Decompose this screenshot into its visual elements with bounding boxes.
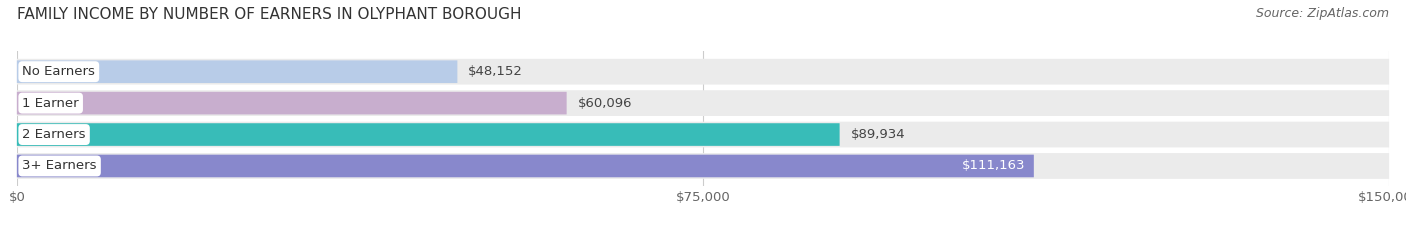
Text: $89,934: $89,934	[851, 128, 905, 141]
FancyBboxPatch shape	[17, 123, 839, 146]
Text: Source: ZipAtlas.com: Source: ZipAtlas.com	[1256, 7, 1389, 20]
FancyBboxPatch shape	[17, 122, 1389, 147]
Text: $60,096: $60,096	[578, 97, 633, 110]
FancyBboxPatch shape	[17, 92, 567, 114]
FancyBboxPatch shape	[17, 60, 457, 83]
Text: 3+ Earners: 3+ Earners	[22, 159, 97, 172]
FancyBboxPatch shape	[17, 155, 1033, 177]
FancyBboxPatch shape	[17, 59, 1389, 85]
Text: $111,163: $111,163	[962, 159, 1025, 172]
Text: FAMILY INCOME BY NUMBER OF EARNERS IN OLYPHANT BOROUGH: FAMILY INCOME BY NUMBER OF EARNERS IN OL…	[17, 7, 522, 22]
FancyBboxPatch shape	[17, 153, 1389, 179]
Text: 1 Earner: 1 Earner	[22, 97, 79, 110]
Text: 2 Earners: 2 Earners	[22, 128, 86, 141]
FancyBboxPatch shape	[17, 90, 1389, 116]
Text: No Earners: No Earners	[22, 65, 96, 78]
Text: $48,152: $48,152	[468, 65, 523, 78]
